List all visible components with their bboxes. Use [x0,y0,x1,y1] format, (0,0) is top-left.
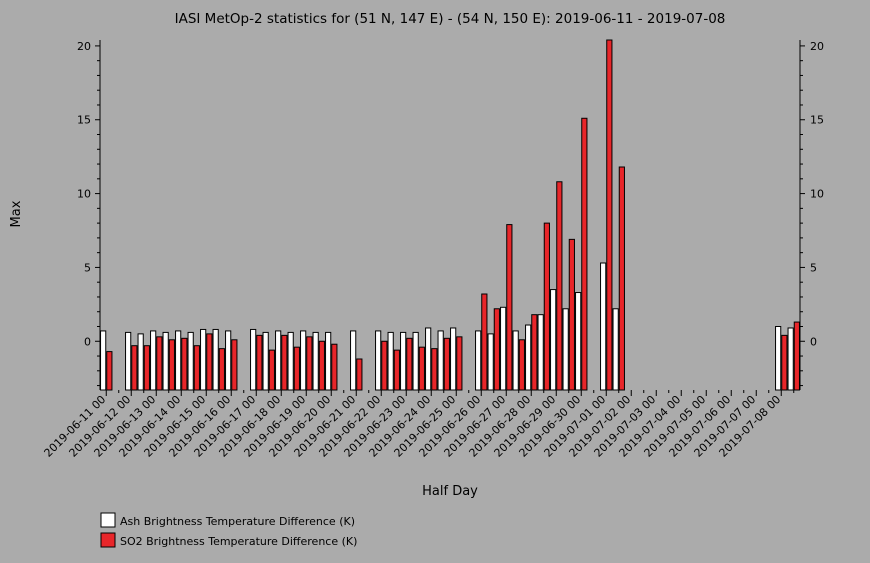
bar-so2 [556,181,563,391]
y-tick-label-right: 5 [810,261,817,274]
bar-ash [612,308,619,391]
x-axis-label: Half Day [422,484,478,499]
bar-ash [375,330,382,391]
bar-so2 [306,336,313,391]
bar-so2 [206,333,213,391]
bar-ash [600,262,607,391]
bar-so2 [356,358,363,391]
legend-swatch-ash [100,512,116,528]
bar-ash [312,331,319,391]
bar-so2 [231,339,238,391]
bar-so2 [793,321,800,391]
y-tick-label-right: 20 [810,40,824,53]
bar-so2 [256,334,263,391]
bar-so2 [406,337,413,391]
bar-ash [425,327,432,391]
chart-title: IASI MetOp-2 statistics for (51 N, 147 E… [175,11,726,27]
bar-ash [475,330,482,391]
legend-label-so2: SO2 Brightness Temperature Difference (K… [120,535,357,548]
bar-so2 [168,339,175,391]
bar-ash [512,330,519,391]
right-axis: 0 5 10 15 20 [799,40,824,390]
bar-so2 [281,334,288,391]
legend: Ash Brightness Temperature Difference (K… [100,512,357,548]
y-tick-label-right: 0 [810,335,817,348]
bar-so2 [143,345,150,391]
bar-ash [500,306,507,391]
bar-ash [212,328,219,391]
y-tick-label-right: 15 [810,114,824,127]
bar-ash [400,331,407,391]
bar-so2 [268,349,275,391]
bar-so2 [381,340,388,391]
bar-so2 [531,314,538,391]
y-tick-label: 15 [77,114,91,127]
bar-so2 [293,346,300,391]
bar-so2 [781,334,788,391]
bar-so2 [156,336,163,391]
bar-ash [175,330,182,391]
bar-ash [537,314,544,391]
bar-ash [562,308,569,391]
bar-ash [575,292,582,391]
bar-so2 [481,293,488,391]
bar-so2 [431,348,438,391]
y-axis-label: Max [9,200,24,227]
bar-so2 [193,345,200,391]
bar-so2 [518,339,525,391]
bar-ash [137,333,144,391]
bar-so2 [456,336,463,391]
bar-so2 [618,166,625,391]
bar-ash [525,324,532,391]
bar-ash [350,330,357,391]
bar-so2 [418,346,425,391]
bar-ash [787,327,794,391]
bar-ash [450,327,457,391]
bar-ash [187,331,194,391]
bar-ash [225,330,232,391]
bar-ash [287,331,294,391]
bar-so2 [106,351,113,391]
left-axis: 0 5 10 15 20 [77,40,101,390]
bar-so2 [393,349,400,391]
bar-so2 [568,238,575,391]
y-tick-label: 5 [84,261,91,274]
bar-ash [250,328,257,391]
bar-ash [262,331,269,391]
bar-so2 [131,345,138,391]
y-tick-label: 10 [77,188,91,201]
bar-ash [275,330,282,391]
bar-ash [100,330,107,391]
y-tick-label: 0 [84,335,91,348]
bar-so2 [218,348,225,391]
bar-ash [550,289,557,391]
bar-so2 [581,117,588,391]
y-tick-label: 20 [77,40,91,53]
bar-ash [162,331,169,391]
bar-so2 [181,337,188,391]
bar-so2 [543,222,550,391]
bar-so2 [606,39,613,391]
bar-so2 [331,343,338,391]
bar-ash [125,331,132,391]
bar-ash [487,333,494,391]
bar-ash [437,330,444,391]
legend-label-ash: Ash Brightness Temperature Difference (K… [120,515,355,528]
bar-ash [150,330,157,391]
bars [100,39,800,391]
bar-so2 [506,224,513,391]
bar-ash [300,330,307,391]
bar-so2 [493,308,500,391]
bar-so2 [443,337,450,391]
bar-ash [387,331,394,391]
bar-so2 [318,340,325,391]
bar-ash [412,331,419,391]
bar-ash [325,331,332,391]
y-tick-label-right: 10 [810,188,824,201]
legend-swatch-so2 [100,532,116,548]
bar-ash [200,328,207,391]
bar-ash [775,325,782,391]
